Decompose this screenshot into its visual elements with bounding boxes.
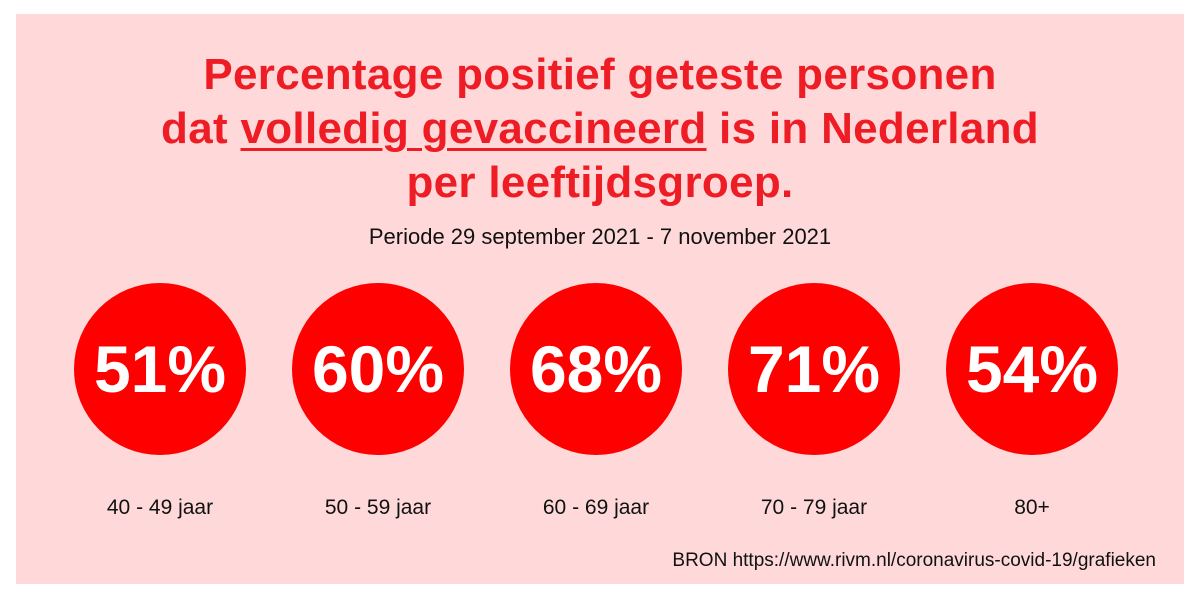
percentage-value: 71% bbox=[748, 332, 880, 406]
title-line-1: Percentage positief geteste personen bbox=[203, 50, 997, 99]
title-underlined-phrase: volledig gevaccineerd bbox=[240, 104, 707, 153]
percentage-value: 51% bbox=[94, 332, 226, 406]
percentage-value: 60% bbox=[312, 332, 444, 406]
age-group-label: 80+ bbox=[1014, 496, 1050, 519]
percentage-circle bbox=[74, 283, 246, 455]
chart-title: Percentage positief geteste personen dat… bbox=[16, 48, 1184, 210]
percentage-circle bbox=[946, 283, 1118, 455]
age-group-label: 70 - 79 jaar bbox=[761, 496, 867, 519]
percentage-circle bbox=[510, 283, 682, 455]
title-line-2-post: is in Nederland bbox=[706, 104, 1039, 153]
age-group-label: 40 - 49 jaar bbox=[107, 496, 213, 519]
title-line-3: per leeftijdsgroep. bbox=[406, 158, 794, 207]
chart-subtitle: Periode 29 september 2021 - 7 november 2… bbox=[368, 224, 832, 249]
percentage-value: 68% bbox=[530, 332, 662, 406]
percentage-circle bbox=[728, 283, 900, 455]
title-line-2-pre: dat bbox=[161, 104, 241, 153]
infographic-panel: Percentage positief geteste personen dat… bbox=[16, 14, 1184, 584]
age-group-label: 60 - 69 jaar bbox=[543, 496, 649, 519]
source-note: BRON https://www.rivm.nl/coronavirus-cov… bbox=[672, 550, 1156, 571]
percentage-value: 54% bbox=[966, 332, 1098, 406]
percentage-circles: 51% 40 - 49 jaar 60% 50 - 59 jaar 68% 60 - 69… bbox=[74, 283, 1118, 519]
percentage-circle bbox=[292, 283, 464, 455]
title-line-2: dat volledig gevaccineerd is in Nederlan… bbox=[16, 102, 1184, 156]
age-group-label: 50 - 59 jaar bbox=[325, 496, 431, 519]
